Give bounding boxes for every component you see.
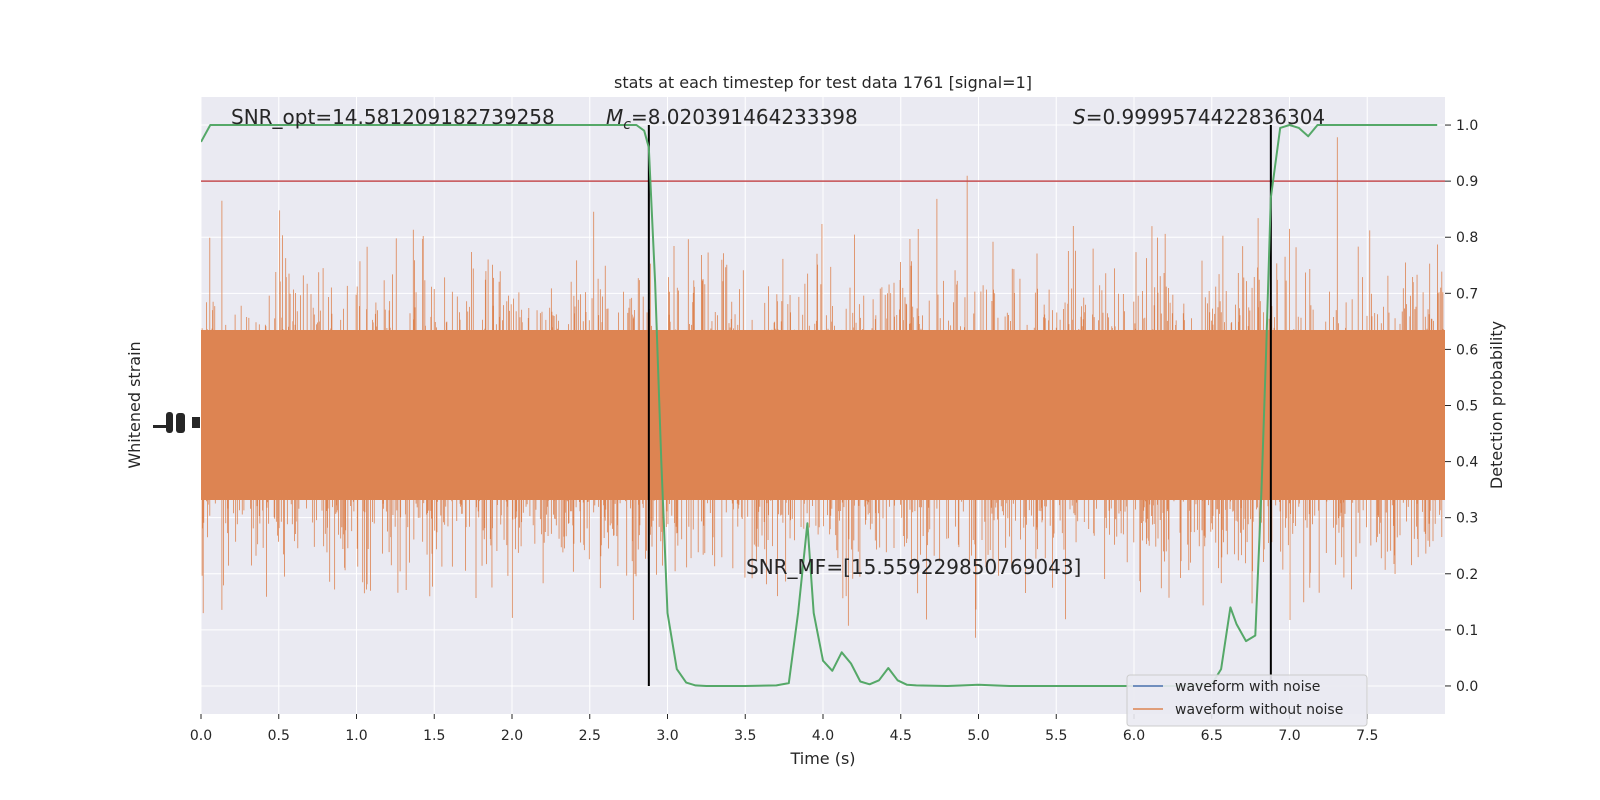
collapsed-tick-bar	[166, 412, 173, 433]
x-tick-label: 5.5	[1045, 728, 1067, 744]
chart-title: stats at each timestep for test data 176…	[614, 73, 1032, 92]
x-axis: 0.0 0.5 1.0 1.5 2.0 2.5 3.0 3.5 4.0 4.5 5.0 5.5 6.0 6…	[190, 714, 1378, 744]
x-tick-label: 0.0	[190, 728, 212, 744]
legend-label-clean: waveform without noise	[1175, 702, 1343, 718]
right-y-axis: 0.0 0.1 0.2 0.3 0.4 0.5 0.6 0.7 0.8 0.9 1.0	[1445, 118, 1478, 695]
x-tick-label: 7.5	[1356, 728, 1378, 744]
y-tick-label: 0.6	[1456, 342, 1478, 358]
left-y-axis-label: Whitened strain	[125, 341, 144, 468]
y-tick-label: 0.2	[1456, 567, 1478, 583]
x-tick-label: 5.0	[967, 728, 989, 744]
x-tick-label: 6.0	[1123, 728, 1145, 744]
y-tick-label: 0.4	[1456, 455, 1478, 471]
y-tick-label: 0.7	[1456, 286, 1478, 302]
x-tick-label: 7.0	[1278, 728, 1300, 744]
chirp-mass-annotation: Mc=8.020391464233398	[606, 105, 858, 133]
x-tick-label: 1.0	[345, 728, 367, 744]
collapsed-tick-bar	[192, 417, 200, 428]
s-annotation: S=0.9999574422836304	[1073, 105, 1325, 129]
strain-trace-core	[201, 330, 1445, 500]
snr-opt-annotation: SNR_opt=14.581209182739258	[231, 105, 555, 129]
x-tick-label: 4.5	[890, 728, 912, 744]
left-axis-collapsed-ticks	[153, 412, 200, 433]
snr-mf-annotation: SNR_MF=[15.559229850769043]	[746, 555, 1081, 579]
y-tick-label: 0.3	[1456, 511, 1478, 527]
x-tick-label: 2.0	[501, 728, 523, 744]
legend: waveform with noise waveform without noi…	[1126, 674, 1368, 727]
y-tick-label: 0.5	[1456, 399, 1478, 415]
collapsed-tick-bar	[176, 413, 185, 433]
collapsed-tick-bar	[153, 425, 173, 428]
legend-label-noise: waveform with noise	[1175, 679, 1320, 695]
y-tick-label: 1.0	[1456, 118, 1478, 134]
x-tick-label: 0.5	[268, 728, 290, 744]
x-tick-label: 1.5	[423, 728, 445, 744]
y-tick-label: 0.1	[1456, 623, 1478, 639]
x-tick-label: 4.0	[812, 728, 834, 744]
x-tick-label: 3.5	[734, 728, 756, 744]
y-tick-label: 0.8	[1456, 230, 1478, 246]
x-tick-label: 3.0	[656, 728, 678, 744]
x-axis-label: Time (s)	[789, 749, 855, 768]
strain-layer	[201, 137, 1445, 638]
x-tick-label: 2.5	[579, 728, 601, 744]
y-tick-label: 0.0	[1456, 679, 1478, 695]
x-tick-label: 6.5	[1201, 728, 1223, 744]
detection-probability-line	[201, 124, 1438, 687]
legend-box	[1126, 674, 1368, 727]
right-y-axis-label: Detection probability	[1487, 321, 1506, 489]
overlay-layer	[201, 124, 1445, 687]
y-tick-label: 0.9	[1456, 174, 1478, 190]
